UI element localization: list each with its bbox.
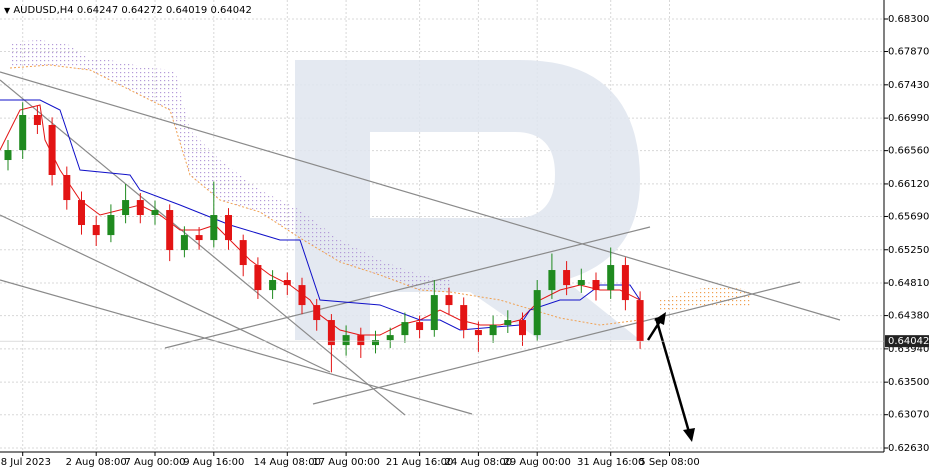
candle-body <box>445 295 453 306</box>
candle-body <box>239 240 247 266</box>
candle-body <box>4 150 12 161</box>
candle-body <box>283 280 291 286</box>
candle-body <box>151 210 159 216</box>
x-tick-label: 24 Aug 08:00 <box>445 457 512 468</box>
trend-line <box>0 279 473 415</box>
candle-body <box>48 124 56 176</box>
x-tick-label: 14 Aug 08:00 <box>254 457 321 468</box>
y-tick-label: 0.62630 <box>888 443 929 454</box>
y-tick-label: 0.67870 <box>888 47 929 58</box>
candle-body <box>489 325 497 336</box>
x-tick-label: 5 Sep 08:00 <box>639 457 699 468</box>
candle-body <box>19 115 27 151</box>
candle-body <box>548 270 556 291</box>
collapse-icon[interactable]: ▼ <box>4 6 11 15</box>
candle-body <box>166 210 174 251</box>
candle-body <box>269 280 277 291</box>
candle-body <box>430 295 438 331</box>
header-value: 0.64019 <box>166 5 207 16</box>
y-tick-label: 0.63500 <box>888 377 929 388</box>
y-tick-label: 0.67430 <box>888 80 929 91</box>
candle-body <box>327 320 335 346</box>
tenkan-line <box>0 104 641 336</box>
x-tick-label: 29 Aug 00:00 <box>503 457 570 468</box>
candle-body <box>357 335 365 346</box>
x-tick-label: 21 Aug 16:00 <box>386 457 453 468</box>
candle-body <box>342 335 350 346</box>
candle-body <box>33 115 41 125</box>
y-tick-label: 0.68300 <box>888 14 929 25</box>
candle-body <box>621 265 629 301</box>
y-tick-label: 0.66990 <box>888 113 929 124</box>
candle-body <box>636 300 644 342</box>
trend-line <box>0 214 331 373</box>
candle-body <box>416 322 424 331</box>
header-value: 0.64247 <box>77 5 118 16</box>
candle-body <box>92 225 100 236</box>
x-tick-label: 2 Aug 08:00 <box>66 457 127 468</box>
candle-body <box>519 320 526 336</box>
candle-body <box>63 175 71 201</box>
x-tick-label: 7 Aug 00:00 <box>124 457 185 468</box>
candle-body <box>122 200 130 216</box>
candle-body <box>577 280 585 286</box>
candle-body <box>210 215 218 241</box>
candle-body <box>607 265 615 291</box>
channel-line <box>312 281 801 405</box>
header-value: 0.64042 <box>210 5 251 16</box>
y-tick-label: 0.65250 <box>888 245 929 256</box>
x-tick-label: 31 Aug 16:00 <box>577 457 644 468</box>
candle-body <box>460 305 468 331</box>
candles <box>4 102 644 373</box>
candle-body <box>180 235 188 251</box>
y-tick-label: 0.66120 <box>888 179 929 190</box>
axis: 0.68300 0.67870 0.67430 0.66990 0.66560 0.661… <box>0 14 929 468</box>
candle-body <box>195 235 203 241</box>
future-cloud <box>660 286 750 312</box>
trend-line <box>0 71 841 321</box>
candle-body <box>592 280 600 291</box>
y-tick-label: 0.65690 <box>888 211 929 222</box>
forecast-arrows <box>646 312 695 442</box>
y-tick-label: 0.64380 <box>888 311 929 322</box>
candle-body <box>401 322 409 336</box>
last-price-tag <box>885 335 929 348</box>
x-tick-label: 28 Jul 2023 <box>0 457 51 468</box>
last-price-label: 0.64042 <box>888 336 929 347</box>
candle-body <box>533 290 541 336</box>
candle-body <box>78 200 85 226</box>
y-tick-label: 0.66560 <box>888 146 929 157</box>
kijun-line <box>0 99 641 331</box>
candle-body <box>225 215 232 241</box>
x-tick-label: 9 Aug 16:00 <box>183 457 244 468</box>
trend-line <box>0 79 406 416</box>
candle-body <box>474 330 482 336</box>
candle-body <box>563 270 571 286</box>
candle-body <box>136 200 144 216</box>
candle-body <box>386 335 394 341</box>
candle-body <box>254 265 262 291</box>
header: ▼ AUDUSD,H4 0.64247 0.64272 0.64019 0.64… <box>4 5 252 16</box>
y-tick-label: 0.63070 <box>888 410 929 421</box>
y-tick-label: 0.64810 <box>888 278 929 289</box>
candle-body <box>107 215 115 236</box>
candle-body <box>298 285 306 306</box>
x-tick-label: 17 Aug 00:00 <box>312 457 379 468</box>
channel-line <box>164 226 651 349</box>
symbol: AUDUSD,H4 <box>13 5 73 16</box>
candle-body <box>372 340 379 346</box>
candle-body <box>313 305 321 321</box>
header-value: 0.64272 <box>121 5 162 16</box>
candle-body <box>504 320 512 326</box>
y-tick-label: 0.63940 <box>888 344 929 355</box>
